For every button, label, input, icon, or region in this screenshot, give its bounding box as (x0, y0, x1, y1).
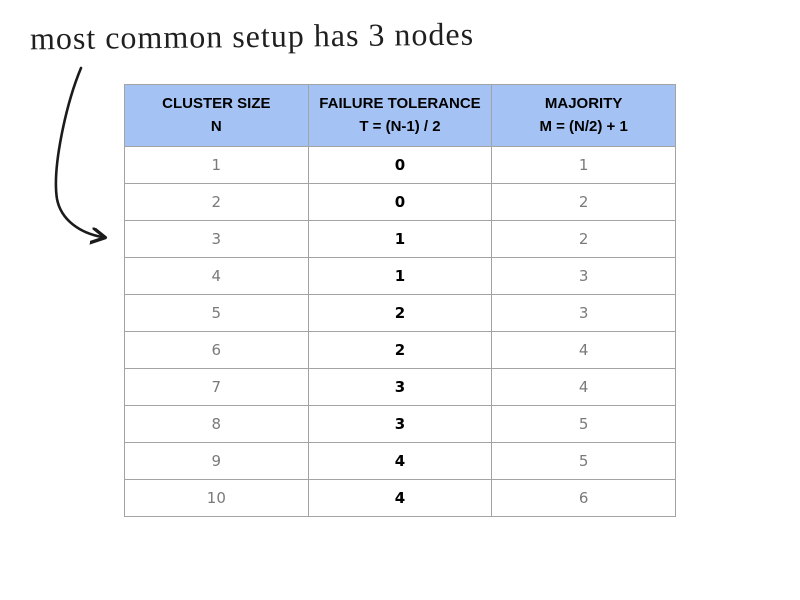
header-formula: N (210, 117, 222, 135)
cell-failure-tolerance: 0 (307, 183, 493, 221)
cell-failure-tolerance: 4 (307, 442, 493, 480)
table-row: 10 4 6 (124, 479, 676, 517)
header-failure-tolerance: FAILURE TOLERANCE T = (N-1) / 2 (307, 84, 493, 147)
cell-failure-tolerance: 4 (307, 479, 493, 517)
header-formula: M = (N/2) + 1 (539, 117, 628, 135)
cell-cluster-size: 3 (124, 220, 309, 258)
cell-failure-tolerance: 2 (307, 294, 493, 332)
cell-majority: 5 (491, 405, 676, 443)
table-body: 1 0 1 2 0 2 3 1 2 4 1 3 5 2 3 6 2 4 7 3 4 8 3 5 9 4 5 10 4 6 (124, 146, 676, 517)
cell-majority: 4 (491, 331, 676, 369)
cell-majority: 6 (491, 479, 676, 517)
cell-failure-tolerance: 0 (307, 146, 493, 184)
cell-cluster-size: 7 (124, 368, 309, 406)
cell-majority: 3 (491, 257, 676, 295)
header-title: MAJORITY (544, 95, 623, 112)
cell-cluster-size: 5 (124, 294, 309, 332)
header-formula: T = (N-1) / 2 (359, 117, 441, 135)
header-title: CLUSTER SIZE (162, 95, 271, 112)
table-header: CLUSTER SIZE N FAILURE TOLERANCE T = (N-… (124, 84, 676, 147)
header-cluster-size: CLUSTER SIZE N (124, 84, 309, 147)
cell-cluster-size: 1 (124, 146, 309, 184)
cell-majority: 2 (491, 183, 676, 221)
cell-failure-tolerance: 2 (307, 331, 493, 369)
cell-cluster-size: 2 (124, 183, 309, 221)
cell-failure-tolerance: 3 (307, 405, 493, 443)
cell-cluster-size: 9 (124, 442, 309, 480)
header-row: CLUSTER SIZE N FAILURE TOLERANCE T = (N-… (124, 84, 676, 147)
cell-cluster-size: 4 (124, 257, 309, 295)
cell-cluster-size: 10 (124, 479, 309, 517)
quorum-table: CLUSTER SIZE N FAILURE TOLERANCE T = (N-… (124, 84, 676, 517)
cell-majority: 5 (491, 442, 676, 480)
cell-failure-tolerance: 1 (307, 257, 493, 295)
cell-failure-tolerance: 1 (307, 220, 493, 258)
cell-failure-tolerance: 3 (307, 368, 493, 406)
header-title: FAILURE TOLERANCE (319, 95, 481, 112)
cell-majority: 4 (491, 368, 676, 406)
cell-cluster-size: 8 (124, 405, 309, 443)
header-majority: MAJORITY M = (N/2) + 1 (491, 84, 676, 147)
cell-majority: 1 (491, 146, 676, 184)
cell-cluster-size: 6 (124, 331, 309, 369)
handwritten-note: most common setup has 3 nodes (29, 15, 475, 57)
cell-majority: 2 (491, 220, 676, 258)
cell-majority: 3 (491, 294, 676, 332)
